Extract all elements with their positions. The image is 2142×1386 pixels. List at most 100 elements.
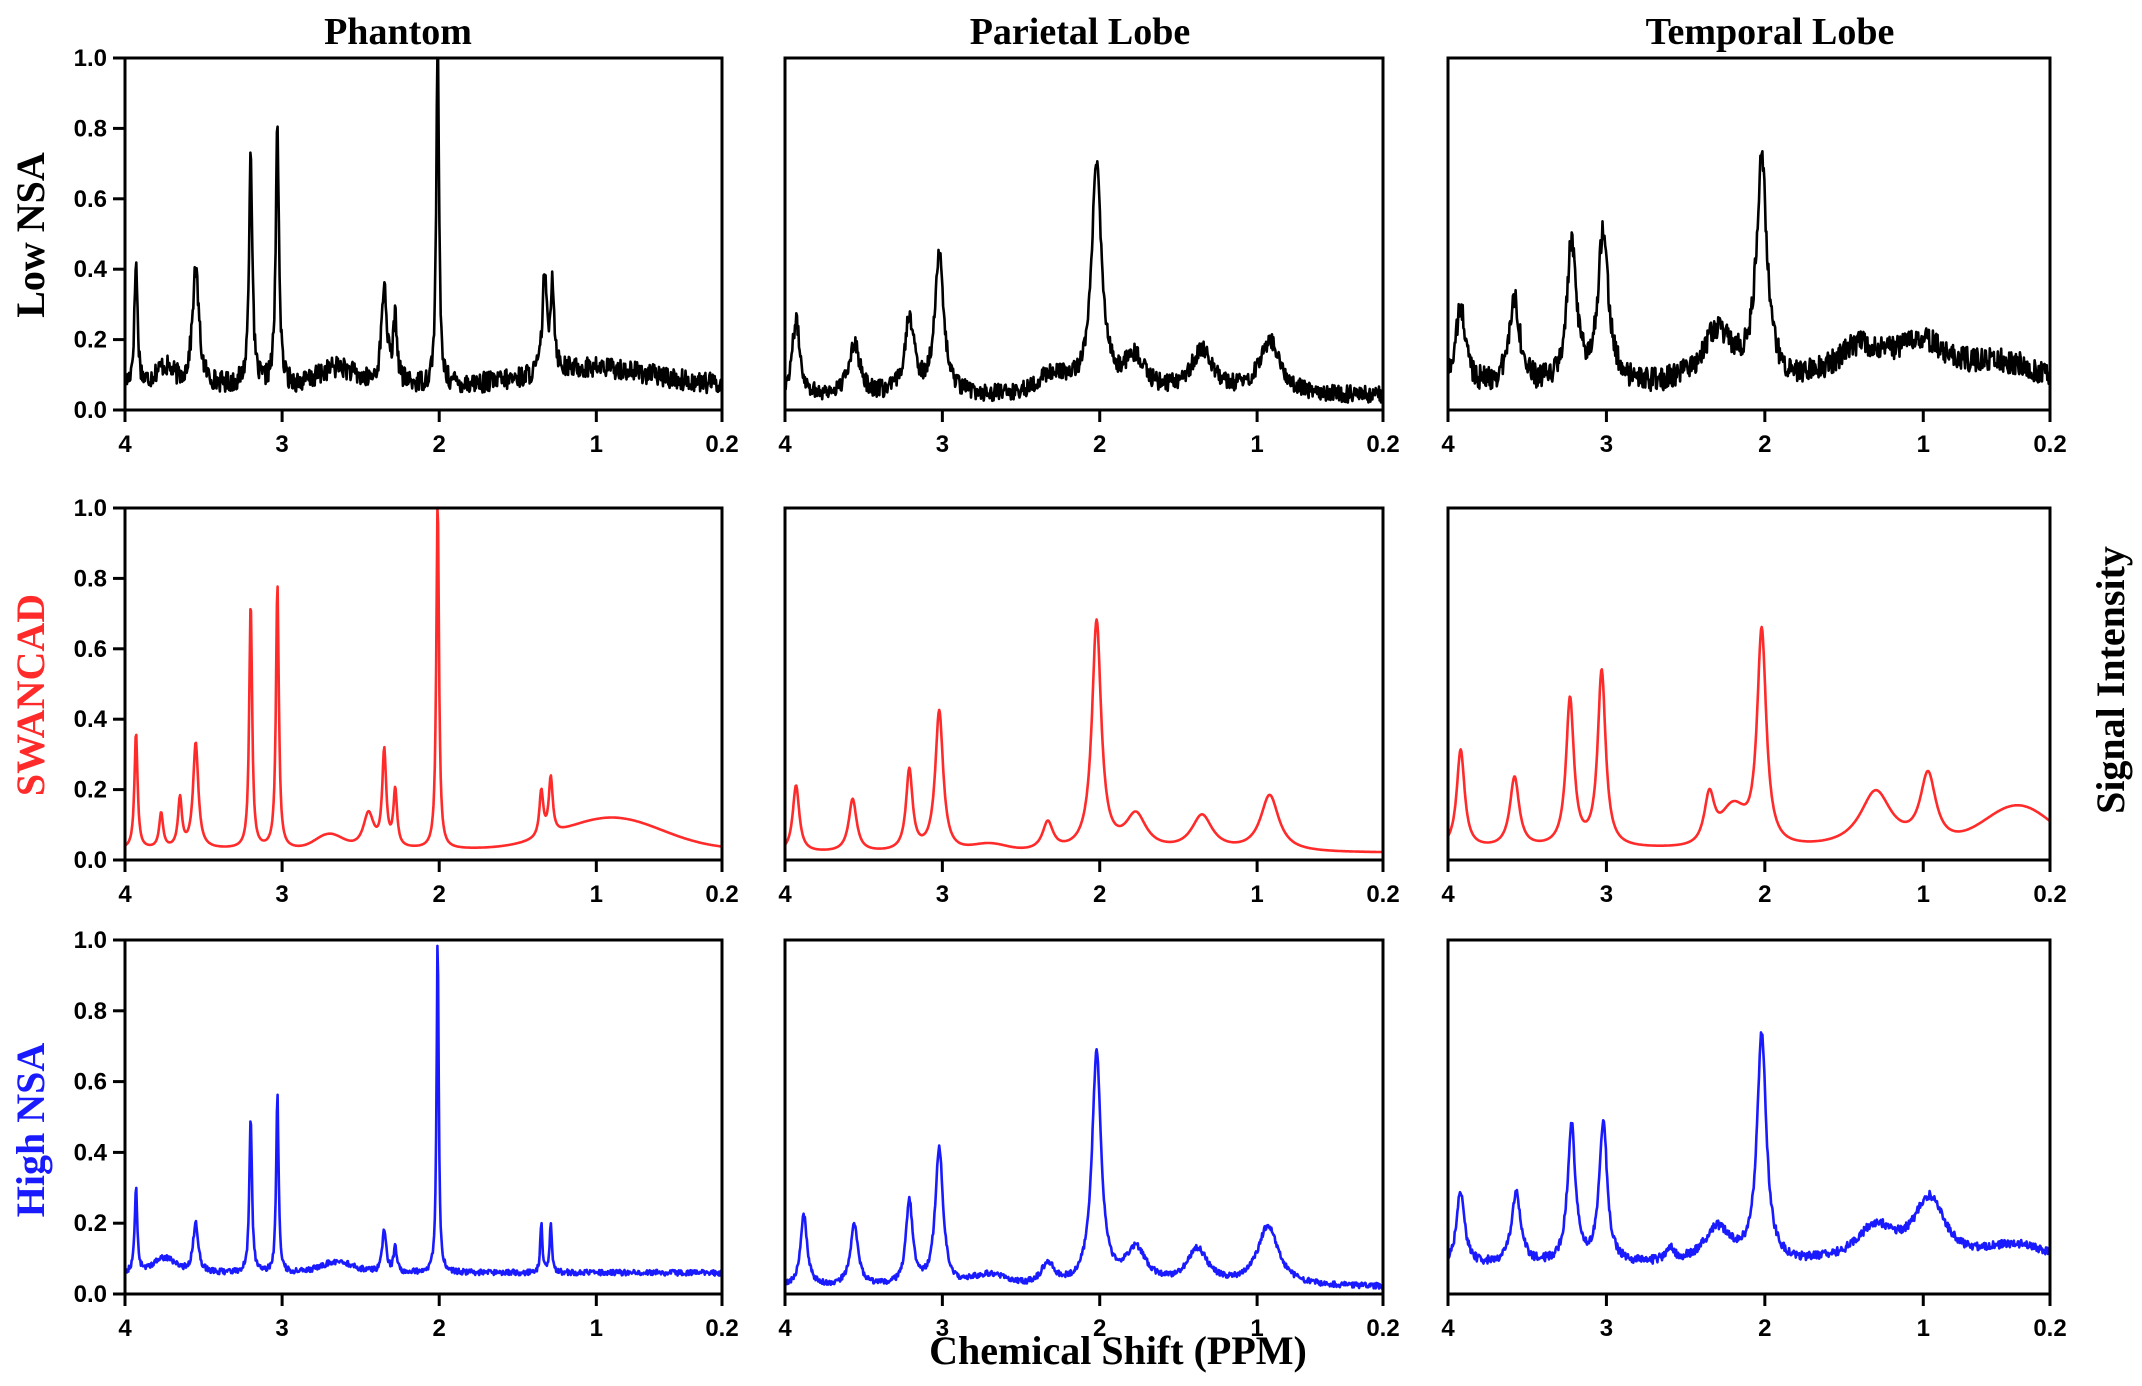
x-tick-label: 4 bbox=[118, 881, 132, 908]
panel-7: 4 3 2 1 0.2 0.0 0.2 0.4 0.6 0.8 1.0 bbox=[74, 927, 739, 1342]
spectrum-trace bbox=[783, 160, 1385, 404]
row-label-swancad: SWANCAD bbox=[8, 594, 53, 796]
spectrum-trace bbox=[1446, 1031, 2052, 1265]
x-tick-label: 2 bbox=[433, 881, 446, 908]
spectrum-trace bbox=[1446, 625, 2051, 848]
x-tick-label: 0.2 bbox=[705, 431, 738, 458]
panel-frame bbox=[123, 938, 724, 1296]
panel-1: 4 3 2 1 0.2 0.0 0.2 0.4 0.6 0.8 1.0 bbox=[74, 45, 739, 458]
x-tick-label: 3 bbox=[275, 431, 288, 458]
panel-frame bbox=[1446, 56, 2052, 412]
x-tick-label: 0.2 bbox=[2033, 1315, 2066, 1342]
x-tick-label: 0.2 bbox=[705, 1315, 738, 1342]
x-tick-label: 0.2 bbox=[1366, 1315, 1399, 1342]
x-tick-label: 2 bbox=[1758, 1315, 1771, 1342]
x-tick-label: 1 bbox=[1250, 431, 1263, 458]
panel-6: 4 3 2 1 0.2 bbox=[1441, 506, 2067, 908]
x-tick-label: 0.2 bbox=[705, 881, 738, 908]
x-tick-label: 1 bbox=[590, 1315, 603, 1342]
x-tick-label: 2 bbox=[1093, 1315, 1106, 1342]
x-tick-label: 3 bbox=[936, 881, 949, 908]
x-tick-label: 4 bbox=[778, 431, 792, 458]
y-tick-label: 0.6 bbox=[74, 1069, 107, 1096]
y-tick-label: 0.4 bbox=[74, 1139, 108, 1166]
panel-frame bbox=[783, 938, 1385, 1296]
panel-5: 4 3 2 1 0.2 bbox=[778, 506, 1400, 908]
column-title-phantom: Phantom bbox=[324, 11, 472, 53]
x-tick-label: 4 bbox=[1441, 431, 1455, 458]
column-titles: Phantom Parietal Lobe Temporal Lobe bbox=[324, 11, 1894, 53]
row-label-low-nsa: Low NSA bbox=[8, 152, 53, 318]
panel-frame bbox=[783, 56, 1385, 412]
y-tick-label: 0.8 bbox=[74, 115, 107, 142]
x-tick-label: 4 bbox=[778, 1315, 792, 1342]
x-tick-label: 2 bbox=[1093, 881, 1106, 908]
y-tick-label: 1.0 bbox=[74, 927, 107, 954]
y-tick-label: 0.6 bbox=[74, 186, 107, 213]
spectrum-trace bbox=[783, 618, 1384, 854]
x-tick-label: 2 bbox=[433, 431, 446, 458]
panel-4: 4 3 2 1 0.2 0.0 0.2 0.4 0.6 0.8 1.0 bbox=[74, 495, 739, 908]
x-tick-label: 2 bbox=[1093, 431, 1106, 458]
panel-8: 4 3 2 1 0.2 bbox=[778, 938, 1400, 1342]
y-tick-label: 0.0 bbox=[74, 847, 107, 874]
x-tick-label: 3 bbox=[1600, 881, 1613, 908]
panel-3: 4 3 2 1 0.2 bbox=[1441, 56, 2067, 458]
spectrum-trace bbox=[124, 506, 723, 850]
x-axis-label: Chemical Shift (PPM) bbox=[929, 1328, 1307, 1373]
panels: 4 3 2 1 0.20.00.20.40.60.81.04 3 2 1 0.2 4 3 2 1 0.24… bbox=[74, 45, 2067, 1342]
panel-9: 4 3 2 1 0.2 bbox=[1441, 938, 2067, 1342]
x-tick-label: 1 bbox=[1250, 881, 1263, 908]
row-labels: Low NSA SWANCAD High NSA bbox=[8, 152, 53, 1217]
y-tick-label: 0.4 bbox=[74, 706, 108, 733]
x-tick-label: 1 bbox=[1917, 431, 1930, 458]
x-tick-label: 3 bbox=[275, 1315, 288, 1342]
x-tick-label: 2 bbox=[433, 1315, 446, 1342]
x-tick-label: 0.2 bbox=[1366, 881, 1399, 908]
y-tick-label: 0.4 bbox=[74, 256, 108, 283]
y-axis-label: Signal Intensity bbox=[2088, 546, 2133, 814]
y-tick-label: 0.8 bbox=[74, 565, 107, 592]
panel-frame bbox=[123, 506, 724, 862]
x-tick-label: 1 bbox=[1917, 881, 1930, 908]
y-tick-label: 0.0 bbox=[74, 397, 107, 424]
x-tick-label: 1 bbox=[590, 431, 603, 458]
y-tick-label: 0.2 bbox=[74, 1210, 107, 1237]
y-tick-label: 0.0 bbox=[74, 1281, 107, 1308]
y-tick-label: 1.0 bbox=[74, 495, 107, 522]
row-label-high-nsa: High NSA bbox=[8, 1043, 53, 1218]
x-tick-label: 3 bbox=[1600, 1315, 1613, 1342]
x-tick-label: 0.2 bbox=[1366, 431, 1399, 458]
spectrum-trace bbox=[124, 944, 724, 1277]
spectrum-trace bbox=[784, 1048, 1384, 1290]
panel-2: 4 3 2 1 0.2 bbox=[778, 56, 1400, 458]
x-tick-label: 3 bbox=[275, 881, 288, 908]
x-tick-label: 3 bbox=[936, 1315, 949, 1342]
y-tick-label: 0.8 bbox=[74, 998, 107, 1025]
x-tick-label: 2 bbox=[1758, 431, 1771, 458]
x-tick-label: 3 bbox=[1600, 431, 1613, 458]
x-tick-label: 4 bbox=[1441, 1315, 1455, 1342]
y-tick-label: 0.2 bbox=[74, 777, 107, 804]
x-tick-label: 4 bbox=[118, 431, 132, 458]
panel-frame bbox=[1446, 938, 2052, 1296]
spectrum-trace bbox=[1446, 150, 2052, 393]
x-tick-label: 1 bbox=[1250, 1315, 1263, 1342]
column-title-parietal-lobe: Parietal Lobe bbox=[970, 11, 1191, 53]
x-tick-label: 1 bbox=[1917, 1315, 1930, 1342]
y-tick-label: 0.2 bbox=[74, 327, 107, 354]
x-tick-label: 0.2 bbox=[2033, 881, 2066, 908]
y-tick-label: 1.0 bbox=[74, 45, 107, 72]
y-tick-label: 0.6 bbox=[74, 636, 107, 663]
panel-frame bbox=[783, 506, 1385, 862]
x-tick-label: 4 bbox=[778, 881, 792, 908]
x-tick-label: 4 bbox=[1441, 881, 1455, 908]
x-tick-label: 2 bbox=[1758, 881, 1771, 908]
x-tick-label: 3 bbox=[936, 431, 949, 458]
x-tick-label: 4 bbox=[118, 1315, 132, 1342]
spectrum-trace bbox=[123, 56, 724, 395]
panel-frame bbox=[1446, 506, 2052, 862]
x-tick-label: 1 bbox=[590, 881, 603, 908]
x-tick-label: 0.2 bbox=[2033, 431, 2066, 458]
